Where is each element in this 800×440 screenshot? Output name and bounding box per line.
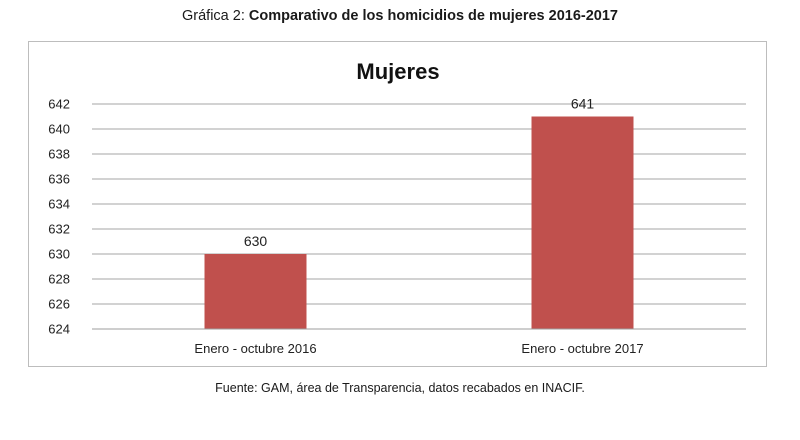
bar bbox=[204, 254, 307, 329]
y-tick-label: 632 bbox=[48, 222, 70, 237]
data-label: 630 bbox=[244, 233, 268, 249]
y-axis-ticks: 624 626 628 630 632 634 636 638 640 642 bbox=[48, 97, 70, 337]
y-tick-label: 636 bbox=[48, 172, 70, 187]
caption-prefix: Gráfica 2: bbox=[182, 8, 249, 24]
x-category-label: Enero - octubre 2017 bbox=[521, 341, 643, 356]
y-tick-label: 638 bbox=[48, 147, 70, 162]
chart-title: Mujeres bbox=[356, 59, 439, 84]
y-tick-label: 640 bbox=[48, 122, 70, 137]
figure-caption: Gráfica 2: Comparativo de los homicidios… bbox=[0, 8, 800, 24]
x-axis-categories: Enero - octubre 2016 Enero - octubre 2017 bbox=[194, 341, 643, 356]
chart-frame bbox=[28, 41, 767, 367]
y-tick-label: 626 bbox=[48, 297, 70, 312]
bar bbox=[531, 116, 634, 329]
y-tick-label: 628 bbox=[48, 272, 70, 287]
y-tick-label: 624 bbox=[48, 322, 70, 337]
y-tick-label: 642 bbox=[48, 97, 70, 112]
y-tick-label: 634 bbox=[48, 197, 70, 212]
x-category-label: Enero - octubre 2016 bbox=[194, 341, 316, 356]
source-note: Fuente: GAM, área de Transparencia, dato… bbox=[215, 381, 585, 395]
caption-title: Comparativo de los homicidios de mujeres… bbox=[248, 8, 618, 24]
data-label: 641 bbox=[571, 96, 595, 112]
bars bbox=[204, 116, 634, 329]
gridlines bbox=[92, 103, 746, 330]
data-labels: 630 641 bbox=[244, 96, 595, 250]
y-tick-label: 630 bbox=[48, 247, 70, 262]
